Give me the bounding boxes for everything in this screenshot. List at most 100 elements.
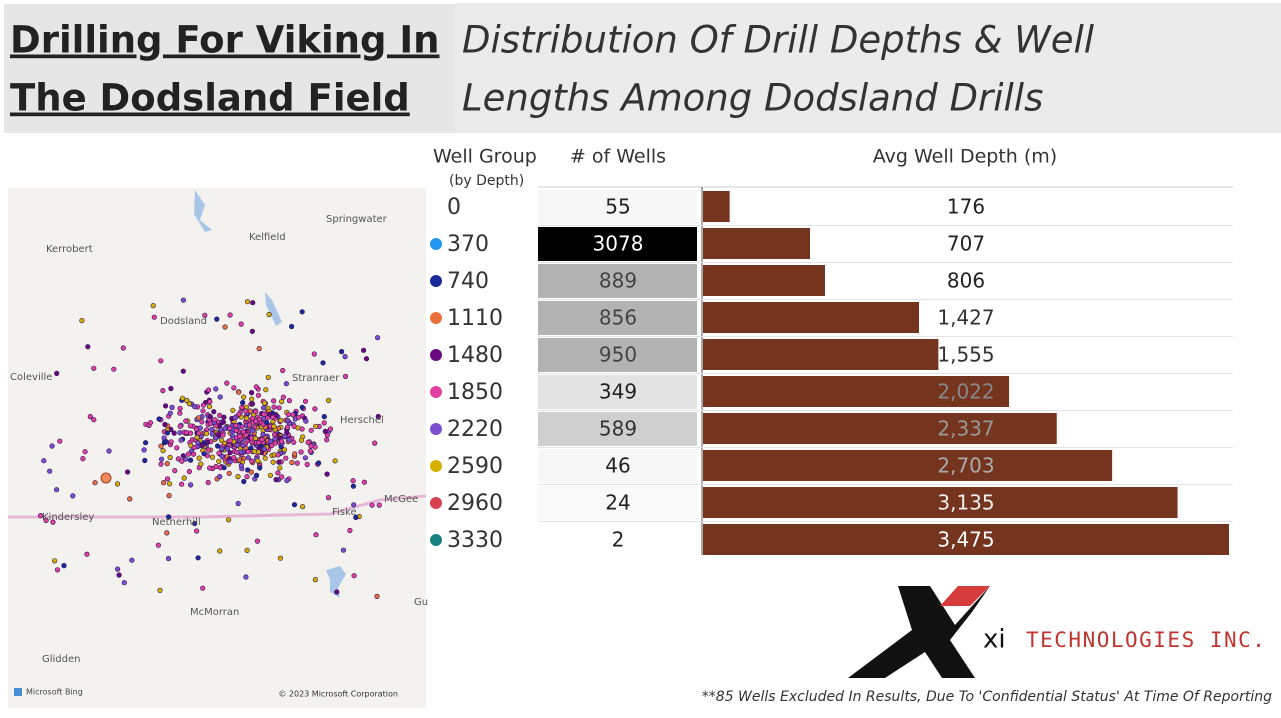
bar-label: 806 (947, 269, 985, 293)
well-dot (363, 356, 370, 362)
table: Well Group # of Wells Avg Well Depth (m) (b… (430, 146, 1233, 557)
well-dot (53, 487, 60, 493)
map-label: Glidden (42, 654, 81, 665)
well-dot (285, 411, 292, 418)
wells-value: 889 (599, 269, 637, 293)
well-dot (224, 446, 230, 452)
well-dot (302, 455, 309, 461)
well-dot (194, 528, 200, 534)
well-dot (121, 580, 127, 586)
well-dot (266, 311, 272, 318)
well-dot (116, 572, 122, 578)
well-dot (160, 388, 166, 394)
well-dot (219, 453, 225, 459)
well-dot (322, 428, 328, 435)
well-dot (264, 419, 270, 426)
well-dot (249, 415, 255, 421)
well-dot (209, 431, 215, 437)
bar (703, 302, 920, 333)
well-dot (326, 397, 332, 404)
group-dot (430, 386, 442, 398)
well-dot (54, 370, 60, 377)
well-dot (270, 459, 276, 465)
wells-cell (538, 375, 697, 409)
well-dot (238, 463, 244, 469)
well-dot (299, 404, 305, 410)
well-dot (351, 573, 357, 579)
well-dot (285, 417, 291, 424)
column-note: (by Depth) (449, 173, 524, 189)
well-dot (243, 432, 249, 438)
well-dot (308, 443, 314, 449)
well-dot (255, 458, 261, 464)
map-label: Kindersley (42, 512, 94, 523)
well-dot (353, 514, 359, 521)
well-dot (188, 482, 194, 488)
well-dot (312, 576, 319, 583)
well-dot (312, 406, 318, 412)
well-dot (334, 589, 340, 595)
well-dot (164, 476, 171, 482)
well-dot (286, 398, 293, 404)
well-dot (342, 354, 348, 360)
map-label: Herschel (340, 415, 384, 426)
title: The Dodsland Field (10, 77, 410, 120)
well-dot (272, 440, 278, 446)
well-dot (161, 435, 167, 441)
well-dot (280, 394, 287, 400)
well-dot (226, 517, 232, 523)
well-dot (284, 477, 290, 484)
well-dot (251, 448, 257, 455)
well-dot (162, 421, 168, 428)
logo: xi TECHNOLOGIES INC. (848, 586, 1265, 678)
well-dot (227, 459, 233, 465)
well-dot (261, 405, 267, 411)
well-dot (217, 412, 223, 419)
well-dot (179, 458, 185, 464)
well-dot (299, 309, 305, 315)
well-dot (224, 380, 230, 386)
well-dot (51, 558, 58, 564)
well-dot (342, 373, 349, 380)
well-dot (376, 502, 382, 508)
well-dot (375, 413, 381, 420)
well-dot (304, 461, 310, 468)
well-dot (302, 398, 309, 404)
well-dot (87, 414, 93, 420)
well-dot (276, 405, 282, 411)
well-dot (200, 402, 206, 408)
wells-cell (538, 264, 697, 298)
well-dot (192, 520, 198, 527)
well-dot (172, 468, 178, 474)
map-credit: Microsoft Bing (26, 688, 83, 697)
well-dot (169, 404, 175, 411)
well-dot (159, 456, 165, 462)
group-dot (430, 349, 442, 361)
well-dot (114, 481, 121, 487)
well-dot (289, 459, 295, 466)
well-dot (213, 386, 219, 392)
well-dot (247, 408, 253, 414)
well-dot (166, 514, 172, 520)
well-dot (267, 411, 273, 417)
well-dot (183, 418, 189, 424)
group-label: 0 (447, 195, 461, 220)
group-label: 370 (447, 232, 489, 257)
well-dot (205, 447, 211, 453)
bar-label: 1,555 (937, 343, 994, 367)
lake (265, 292, 282, 326)
well-dot (265, 374, 271, 381)
well-dot (292, 451, 298, 457)
well-dot (47, 468, 53, 474)
well-dot (198, 461, 204, 467)
map-label: Springwater (326, 214, 388, 225)
wells-cell (538, 301, 697, 335)
wells-value: 856 (599, 306, 637, 330)
road (8, 494, 427, 519)
well-dot (61, 562, 67, 569)
well-dot (250, 300, 256, 306)
well-dot (249, 328, 255, 334)
bar-label: 2,703 (937, 454, 994, 478)
well-dot (284, 429, 290, 436)
well-dot (244, 299, 251, 305)
